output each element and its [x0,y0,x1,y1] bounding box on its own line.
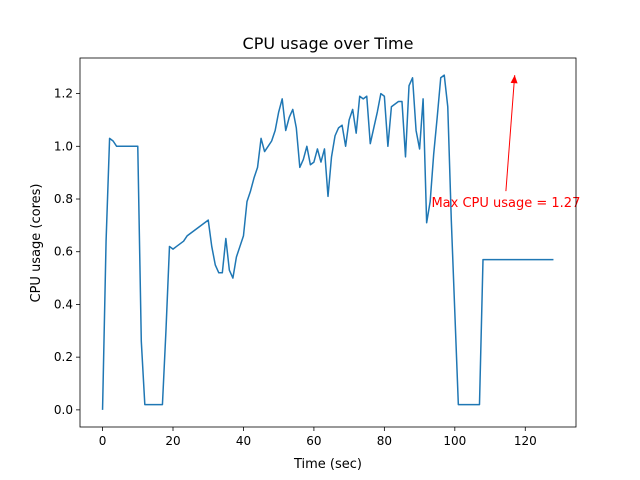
annotation-label: Max CPU usage = 1.27 [431,196,580,211]
x-axis-label: Time (sec) [293,457,362,472]
y-tick-label: 0.4 [54,297,73,311]
plot-area: 0 20 40 60 80 100 120 0.0 0.2 0.4 0.6 0.8 1.0 1.2 Max … [54,57,580,448]
x-tick-label: 40 [236,434,251,448]
y-tick-label: 0.2 [54,350,73,364]
y-axis-label: CPU usage (cores) [29,184,44,303]
x-tick-label: 80 [377,434,392,448]
x-tick-label: 100 [443,434,466,448]
y-tick-label: 0.8 [54,192,73,206]
y-tick-label: 1.2 [54,87,73,101]
x-tick-label: 20 [165,434,180,448]
y-tick-label: 0.6 [54,245,73,259]
x-tick-label: 120 [514,434,537,448]
cpu-usage-series-line [101,74,554,410]
x-tick-label: 60 [306,434,321,448]
y-tick-label: 1.0 [54,139,73,153]
chart-title: CPU usage over Time [243,34,414,53]
axes-frame [79,57,577,428]
annotation-arrow [505,75,516,192]
x-tick-label: 0 [99,434,107,448]
annotation-arrowhead [510,75,518,84]
y-tick-label: 0.0 [54,403,73,417]
